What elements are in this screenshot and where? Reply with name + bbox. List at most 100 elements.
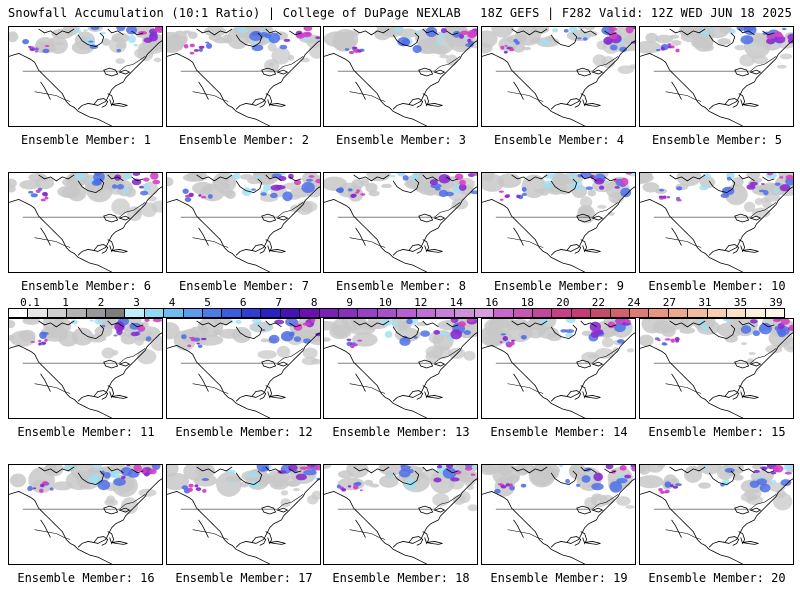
snow-area bbox=[34, 50, 39, 53]
snow-area bbox=[661, 343, 668, 346]
snow-area bbox=[197, 344, 203, 349]
country-border bbox=[653, 202, 777, 218]
snowfall-map bbox=[482, 173, 635, 272]
snow-area bbox=[470, 190, 477, 195]
country-border bbox=[180, 348, 304, 364]
snow-area bbox=[717, 38, 731, 45]
color-scale-swatch bbox=[358, 309, 378, 317]
snow-area bbox=[116, 27, 126, 32]
snow-area bbox=[42, 48, 50, 54]
coastline bbox=[426, 103, 443, 107]
snow-area bbox=[415, 466, 425, 472]
coastline bbox=[550, 186, 635, 256]
coastline bbox=[708, 470, 736, 486]
coastline bbox=[482, 345, 585, 418]
lakes bbox=[576, 67, 604, 77]
snow-area bbox=[616, 339, 625, 344]
snow-area bbox=[625, 27, 634, 34]
color-scale-swatch bbox=[610, 309, 630, 317]
snow-area bbox=[516, 194, 521, 199]
lakes bbox=[261, 67, 289, 77]
coastline bbox=[426, 541, 443, 545]
coastline bbox=[269, 103, 286, 107]
snow-area bbox=[22, 319, 41, 325]
ensemble-member-label: Ensemble Member: 16 bbox=[17, 571, 155, 585]
snow-area bbox=[498, 190, 504, 193]
snow-area bbox=[152, 319, 162, 323]
snow-area bbox=[777, 322, 785, 330]
snow-area bbox=[699, 185, 709, 191]
snow-area bbox=[341, 488, 347, 492]
snow-area bbox=[201, 478, 210, 481]
snow-area bbox=[405, 478, 417, 490]
snow-area bbox=[306, 466, 312, 470]
snow-area bbox=[598, 185, 605, 190]
snow-area bbox=[751, 55, 769, 65]
ensemble-member-map bbox=[8, 26, 163, 127]
snow-area bbox=[41, 191, 48, 197]
coastline bbox=[40, 81, 51, 100]
snow-area bbox=[22, 38, 30, 45]
snow-area bbox=[35, 36, 56, 53]
coastline bbox=[566, 98, 582, 108]
snow-area bbox=[379, 465, 389, 470]
snow-area bbox=[70, 319, 78, 325]
coastline bbox=[77, 324, 105, 340]
snow-area bbox=[429, 179, 438, 186]
coastline bbox=[196, 320, 302, 328]
snow-area bbox=[594, 177, 605, 185]
snow-area bbox=[627, 33, 635, 40]
snow-area bbox=[721, 186, 735, 196]
snow-area bbox=[467, 38, 472, 43]
snow-area bbox=[103, 471, 111, 479]
snow-area bbox=[195, 465, 215, 478]
snow-area bbox=[44, 338, 48, 342]
color-scale-label: 18 bbox=[520, 296, 534, 309]
coastline bbox=[196, 466, 302, 474]
snow-area bbox=[100, 31, 106, 35]
ensemble-member-label: Ensemble Member: 8 bbox=[335, 279, 467, 293]
lakes bbox=[418, 359, 446, 369]
snow-area bbox=[188, 192, 194, 197]
snow-area bbox=[239, 481, 250, 488]
coastline bbox=[198, 227, 209, 246]
snow-area bbox=[660, 46, 665, 51]
snow-area bbox=[198, 47, 203, 52]
snow-area bbox=[750, 470, 774, 483]
snow-area bbox=[743, 27, 757, 35]
snow-area bbox=[446, 54, 458, 66]
snow-area bbox=[38, 339, 42, 343]
coastline bbox=[422, 93, 430, 107]
snow-area bbox=[568, 173, 577, 179]
coastline bbox=[9, 53, 112, 126]
snow-area bbox=[279, 44, 288, 50]
snow-area bbox=[584, 496, 598, 510]
snow-area bbox=[503, 50, 508, 54]
snow-area bbox=[204, 27, 227, 37]
snow-area bbox=[137, 348, 157, 365]
snow-area bbox=[599, 494, 615, 505]
lakes bbox=[734, 213, 762, 223]
color-scale-legend: 0.1 1 2 3 4 5 6 7 8 9 10 12 14 16 18 20 22 24 27 31 35 39 bbox=[8, 296, 785, 320]
coastline bbox=[669, 174, 775, 182]
color-scale-label: 6 bbox=[239, 296, 247, 309]
snow-area bbox=[397, 320, 410, 329]
snow-area bbox=[397, 173, 406, 177]
country-border bbox=[653, 494, 777, 510]
snow-area bbox=[288, 173, 294, 180]
coastline bbox=[107, 385, 115, 399]
ensemble-member-map bbox=[8, 464, 163, 565]
coastline bbox=[9, 491, 112, 564]
snow-area bbox=[74, 29, 82, 34]
snow-area bbox=[658, 195, 664, 199]
snow-area bbox=[435, 40, 442, 46]
coastline bbox=[251, 390, 267, 400]
snow-area bbox=[344, 48, 350, 51]
snow-area bbox=[732, 474, 744, 481]
snow-area bbox=[398, 468, 411, 478]
coastline bbox=[708, 178, 736, 194]
snow-area bbox=[751, 207, 771, 219]
color-scale-swatch bbox=[532, 309, 553, 317]
snow-area bbox=[640, 173, 653, 185]
snow-area bbox=[463, 330, 471, 335]
